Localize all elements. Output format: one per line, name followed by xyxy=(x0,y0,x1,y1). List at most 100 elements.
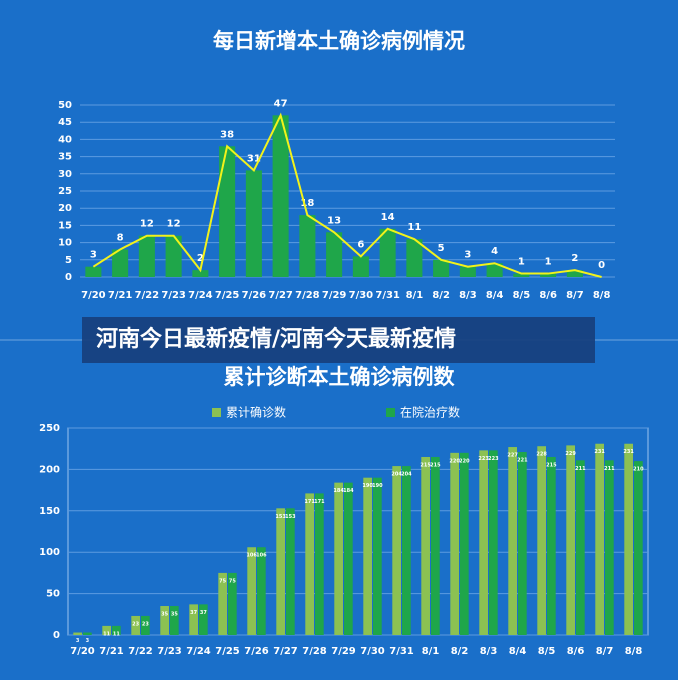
x-tick-label: 7/21 xyxy=(99,646,124,657)
y-tick-label: 100 xyxy=(39,547,60,558)
data-label: 231 xyxy=(594,449,605,455)
data-label: 3 xyxy=(464,250,471,261)
data-label: 18 xyxy=(300,198,314,209)
bar xyxy=(513,273,530,277)
y-tick-label: 50 xyxy=(46,589,60,600)
x-tick-label: 7/29 xyxy=(322,290,347,301)
x-tick-label: 8/3 xyxy=(459,290,477,301)
bar xyxy=(245,170,262,277)
bar xyxy=(131,615,140,635)
data-label: 6 xyxy=(357,239,364,250)
y-tick-label: 250 xyxy=(39,423,60,434)
data-label: 231 xyxy=(623,449,634,455)
x-tick-label: 8/1 xyxy=(422,646,440,657)
data-label: 184 xyxy=(333,488,344,494)
x-tick-label: 7/25 xyxy=(215,290,240,301)
x-tick-label: 7/20 xyxy=(81,290,106,301)
bar xyxy=(189,604,198,635)
y-tick-label: 50 xyxy=(58,100,72,111)
bar xyxy=(518,452,527,635)
data-label: 211 xyxy=(604,466,615,472)
y-tick-label: 15 xyxy=(58,220,72,231)
bar xyxy=(392,466,401,635)
x-tick-label: 8/5 xyxy=(513,290,531,301)
y-tick-label: 30 xyxy=(58,169,72,180)
y-tick-label: 5 xyxy=(65,255,72,266)
data-label: 2 xyxy=(571,253,578,264)
bar xyxy=(433,259,450,277)
bar xyxy=(624,443,633,635)
bar xyxy=(141,615,150,635)
bar xyxy=(192,270,209,277)
data-label: 190 xyxy=(372,483,383,489)
bar xyxy=(421,456,430,635)
x-tick-label: 7/30 xyxy=(360,646,385,657)
bar xyxy=(102,625,111,635)
bar xyxy=(489,450,498,635)
y-tick-label: 0 xyxy=(53,630,60,641)
bar xyxy=(165,235,182,277)
x-tick-label: 7/28 xyxy=(295,290,320,301)
data-label: 35 xyxy=(171,612,178,618)
bar xyxy=(460,452,469,635)
y-tick-label: 35 xyxy=(58,152,72,163)
bar xyxy=(402,466,411,635)
data-label: 215 xyxy=(546,462,557,468)
data-label: 38 xyxy=(220,129,234,140)
x-tick-label: 7/31 xyxy=(389,646,414,657)
x-tick-label: 7/25 xyxy=(215,646,240,657)
x-tick-label: 7/27 xyxy=(268,290,293,301)
data-label: 11 xyxy=(407,222,421,233)
data-label: 11 xyxy=(113,631,120,637)
data-label: 5 xyxy=(438,243,445,254)
bar xyxy=(566,445,575,635)
x-tick-label: 8/2 xyxy=(451,646,469,657)
data-label: 106 xyxy=(246,553,257,559)
x-tick-label: 8/4 xyxy=(509,646,527,657)
data-label: 35 xyxy=(161,612,168,618)
data-label: 23 xyxy=(132,621,139,627)
data-label: 223 xyxy=(478,456,489,462)
x-tick-label: 8/6 xyxy=(567,646,585,657)
bar xyxy=(459,266,476,277)
x-tick-label: 7/20 xyxy=(70,646,95,657)
data-label: 11 xyxy=(103,631,110,637)
data-label: 8 xyxy=(117,232,124,243)
data-label: 14 xyxy=(381,212,395,223)
data-label: 3 xyxy=(76,638,80,644)
data-label: 3 xyxy=(86,638,90,644)
data-label: 220 xyxy=(459,458,470,464)
data-label: 12 xyxy=(167,219,181,230)
bar xyxy=(247,547,256,635)
x-tick-label: 8/8 xyxy=(625,646,643,657)
bar xyxy=(431,456,440,635)
bar xyxy=(634,461,643,635)
x-tick-label: 7/24 xyxy=(186,646,211,657)
bar xyxy=(326,232,343,277)
bar xyxy=(299,215,316,277)
chart-title: 每日新增本土确诊病例情况 xyxy=(213,29,465,53)
bar xyxy=(112,625,121,635)
bar xyxy=(73,632,82,635)
data-label: 23 xyxy=(142,621,149,627)
bar xyxy=(219,146,236,277)
data-label: 227 xyxy=(507,453,518,459)
x-tick-label: 8/2 xyxy=(432,290,450,301)
y-tick-label: 150 xyxy=(39,506,60,517)
data-label: 1 xyxy=(518,257,525,268)
data-label: 171 xyxy=(304,499,315,505)
x-tick-label: 8/1 xyxy=(406,290,424,301)
banner: 河南今日最新疫情/河南今天最新疫情 xyxy=(96,326,456,352)
banner-box xyxy=(82,317,595,363)
bar xyxy=(508,447,517,635)
data-label: 204 xyxy=(401,472,412,478)
bar xyxy=(170,606,179,635)
bar xyxy=(138,235,155,277)
x-tick-label: 7/30 xyxy=(349,290,374,301)
bar xyxy=(605,460,614,635)
y-tick-label: 25 xyxy=(58,186,72,197)
bar xyxy=(373,477,382,635)
legend-swatch xyxy=(212,408,221,417)
data-label: 75 xyxy=(229,578,236,584)
bar xyxy=(379,228,396,277)
